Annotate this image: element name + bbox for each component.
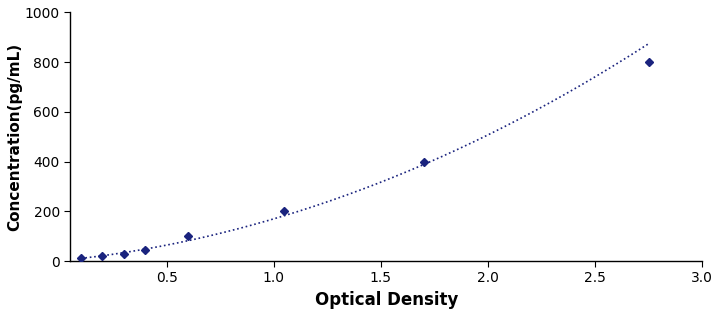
Y-axis label: Concentration(pg/mL): Concentration(pg/mL) bbox=[7, 43, 22, 231]
X-axis label: Optical Density: Optical Density bbox=[315, 291, 458, 309]
